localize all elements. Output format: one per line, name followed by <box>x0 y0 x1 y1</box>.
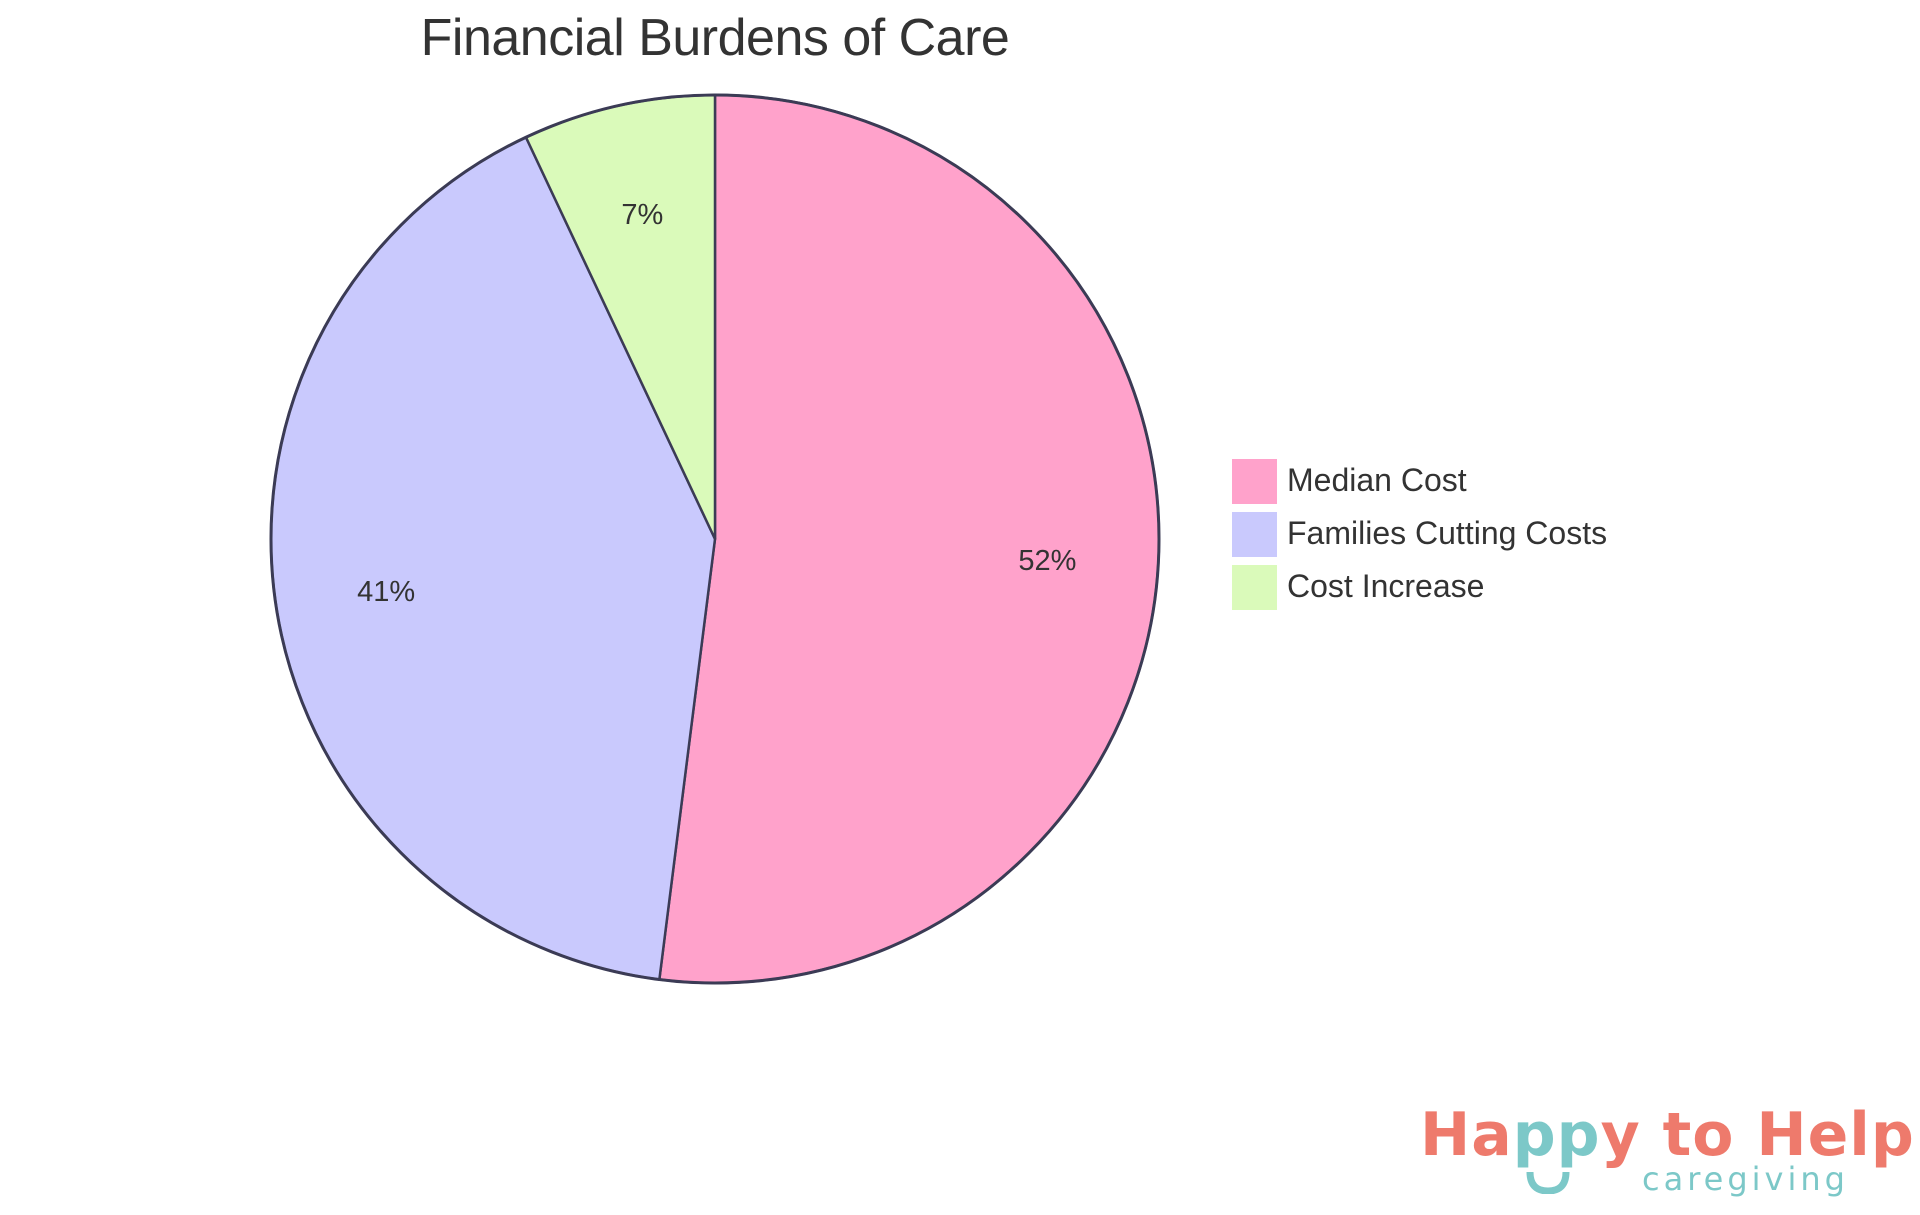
legend-item-families-cutting-costs: Families Cutting Costs <box>1232 512 1607 565</box>
logo-text-part3: y to Help <box>1600 1100 1915 1170</box>
pie-slices <box>269 93 1161 985</box>
legend-label: Cost Increase <box>1287 568 1485 604</box>
chart-title: Financial Burdens of Care <box>420 9 1010 67</box>
logo-text-part1: Ha <box>1420 1100 1513 1170</box>
legend-item-median-cost: Median Cost <box>1232 459 1607 512</box>
pie-outline <box>269 93 1161 985</box>
logo-wordmark: Happy to Help <box>1420 1100 1915 1170</box>
slice-percent-label: 7% <box>621 199 663 231</box>
slice-percent-label: 52% <box>1018 545 1076 577</box>
happy-to-help-logo: Happy to Help caregiving <box>1420 1100 1914 1210</box>
logo-subtitle: caregiving <box>1642 1160 1849 1198</box>
legend-swatch <box>1232 459 1277 504</box>
legend-swatch <box>1232 512 1277 557</box>
slice-percent-label: 41% <box>357 576 415 608</box>
smile-icon <box>1526 1171 1570 1194</box>
legend: Median Cost Families Cutting Costs Cost … <box>1232 459 1607 618</box>
legend-label: Median Cost <box>1287 462 1467 498</box>
legend-label: Families Cutting Costs <box>1287 515 1608 551</box>
logo-text-part2: pp <box>1512 1100 1601 1170</box>
pie-slice-median-cost <box>657 93 1161 985</box>
legend-swatch <box>1232 565 1277 610</box>
legend-item-cost-increase: Cost Increase <box>1232 565 1607 618</box>
pie-labels: 52% 41% 7% <box>357 199 1076 608</box>
